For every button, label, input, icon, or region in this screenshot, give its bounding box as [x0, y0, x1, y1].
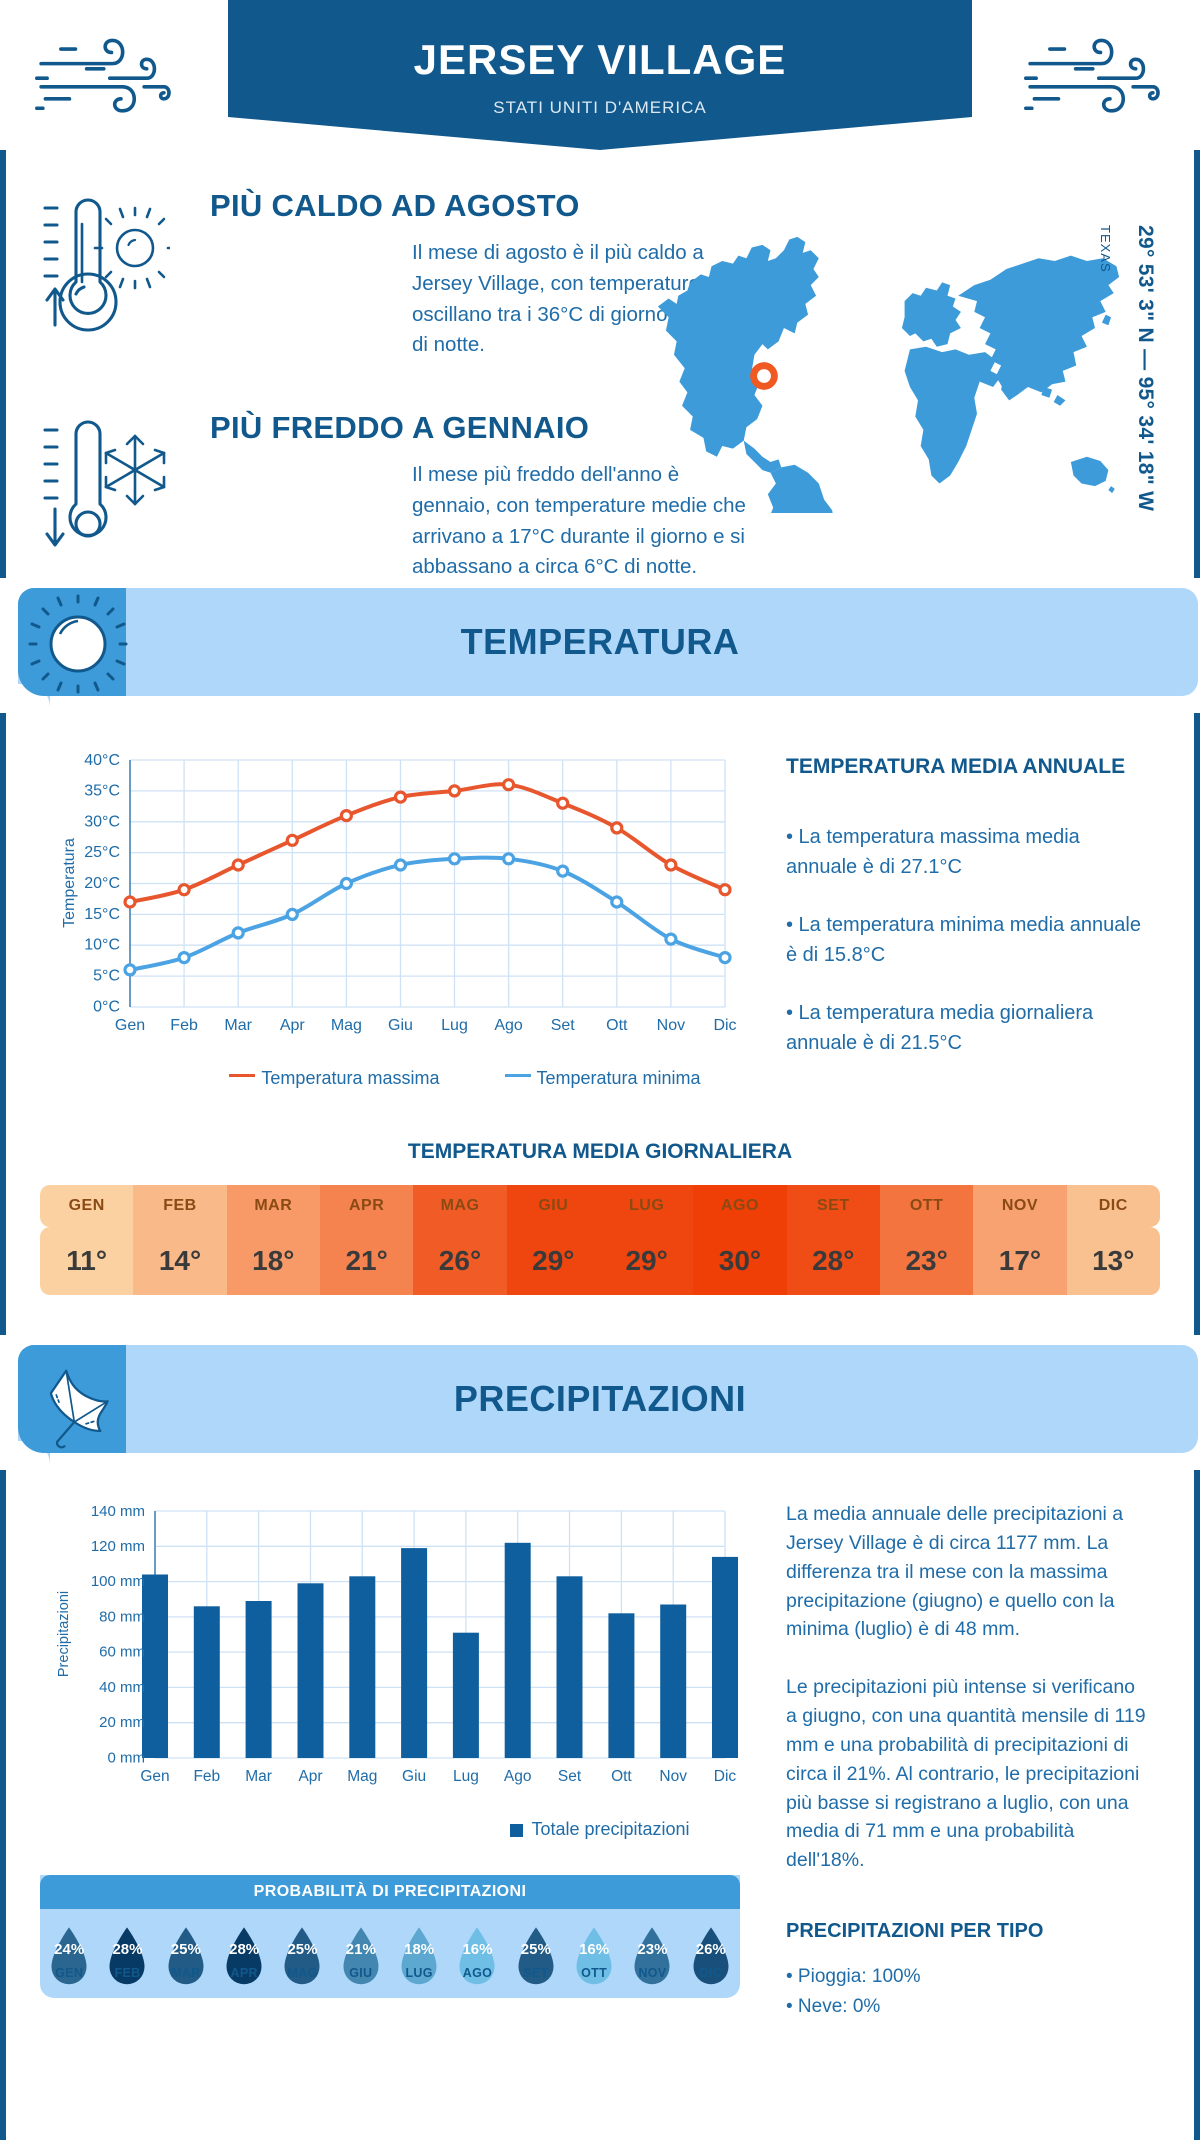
svg-text:140 mm: 140 mm — [91, 1503, 145, 1520]
svg-text:Nov: Nov — [657, 1017, 685, 1034]
svg-text:Feb: Feb — [193, 1768, 220, 1785]
svg-text:Mar: Mar — [245, 1768, 272, 1785]
svg-text:Ott: Ott — [611, 1768, 632, 1785]
svg-text:25°C: 25°C — [84, 844, 120, 861]
svg-text:Gen: Gen — [115, 1017, 145, 1034]
svg-text:100 mm: 100 mm — [91, 1573, 145, 1590]
svg-text:Temperatura: Temperatura — [61, 838, 78, 928]
svg-text:80 mm: 80 mm — [99, 1608, 145, 1625]
svg-text:Ago: Ago — [504, 1768, 532, 1785]
svg-text:40°C: 40°C — [84, 752, 120, 769]
svg-text:Feb: Feb — [170, 1017, 198, 1034]
svg-text:Nov: Nov — [659, 1768, 687, 1785]
svg-text:120 mm: 120 mm — [91, 1538, 145, 1555]
svg-text:15°C: 15°C — [84, 906, 120, 923]
svg-text:Set: Set — [551, 1017, 576, 1034]
svg-text:Gen: Gen — [140, 1768, 169, 1785]
svg-text:Ott: Ott — [606, 1017, 628, 1034]
svg-text:Dic: Dic — [714, 1768, 737, 1785]
svg-text:Lug: Lug — [453, 1768, 479, 1785]
svg-text:Dic: Dic — [713, 1017, 736, 1034]
svg-text:Giu: Giu — [388, 1017, 413, 1034]
svg-text:20 mm: 20 mm — [99, 1714, 145, 1731]
svg-text:Giu: Giu — [402, 1768, 426, 1785]
svg-text:10°C: 10°C — [84, 937, 120, 954]
svg-text:Mag: Mag — [347, 1768, 377, 1785]
svg-text:Lug: Lug — [441, 1017, 468, 1034]
svg-text:60 mm: 60 mm — [99, 1644, 145, 1661]
svg-text:Ago: Ago — [494, 1017, 523, 1034]
svg-text:Set: Set — [558, 1768, 582, 1785]
svg-text:20°C: 20°C — [84, 875, 120, 892]
svg-text:0 mm: 0 mm — [108, 1750, 146, 1767]
svg-text:Mag: Mag — [331, 1017, 362, 1034]
svg-text:30°C: 30°C — [84, 813, 120, 830]
svg-text:35°C: 35°C — [84, 782, 120, 799]
svg-text:Mar: Mar — [224, 1017, 252, 1034]
svg-text:Precipitazioni: Precipitazioni — [56, 1591, 72, 1677]
svg-text:Apr: Apr — [280, 1017, 306, 1034]
svg-text:40 mm: 40 mm — [99, 1679, 145, 1696]
svg-text:5°C: 5°C — [93, 968, 120, 985]
svg-text:Apr: Apr — [298, 1768, 322, 1785]
svg-text:0°C: 0°C — [93, 999, 120, 1016]
